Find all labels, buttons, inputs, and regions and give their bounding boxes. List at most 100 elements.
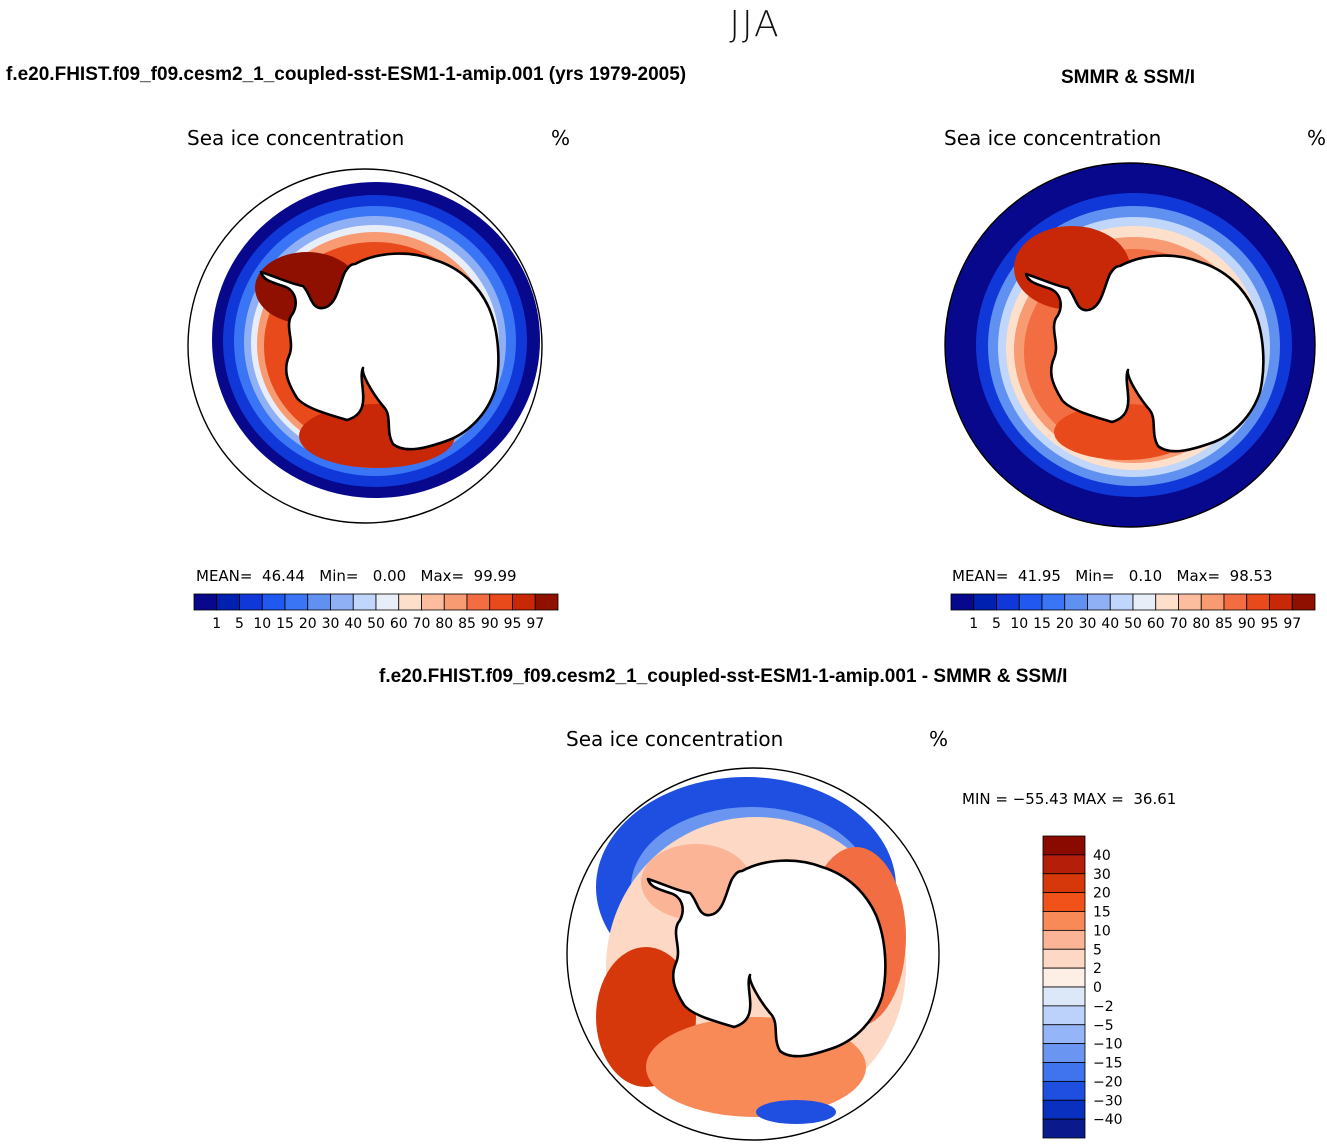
colorbar-box <box>1042 1024 1086 1045</box>
colorbar-tick-label: −30 <box>1093 1093 1123 1109</box>
figure-title: JJA <box>729 4 781 45</box>
colorbar-box <box>216 593 240 611</box>
colorbar-box <box>1223 593 1248 611</box>
obs-case-title: SMMR & SSM/I <box>1061 67 1196 88</box>
min-value: −55.43 <box>1012 790 1069 808</box>
colorbar-tick-label: 85 <box>458 616 476 632</box>
colorbar-box <box>398 593 422 611</box>
colorbar-box <box>1200 593 1225 611</box>
colorbar-box <box>973 593 997 611</box>
colorbar-box <box>1042 1118 1086 1139</box>
colorbar-box <box>1042 1080 1086 1101</box>
colorbar-tick-label: 95 <box>1261 616 1279 632</box>
colorbar-tick-label: 1 <box>969 616 978 632</box>
colorbar-box <box>1042 873 1086 894</box>
model-colorbar: 1 5 10 15 20 30 40 50 60 70 80 85 90 95 97 <box>193 593 559 632</box>
diff-var-title: Sea ice concentration <box>566 727 784 751</box>
colorbar-tick-label: 15 <box>1033 616 1051 632</box>
colorbar-tick-label: 40 <box>1101 616 1119 632</box>
colorbar-box <box>1132 593 1157 611</box>
colorbar-tick-label: 15 <box>276 616 294 632</box>
colorbar-tick-label: 50 <box>1124 616 1142 632</box>
obs-var-title: Sea ice concentration <box>944 126 1162 150</box>
mean-label: MEAN= <box>196 567 253 585</box>
colorbar-tick-label: 90 <box>481 616 499 632</box>
mean-value: 41.95 <box>1018 567 1061 585</box>
obs-map <box>944 162 1316 528</box>
diff-stats: MIN = −55.43 MAX = 36.61 <box>962 790 1176 808</box>
colorbar-box <box>1042 1062 1086 1082</box>
mean-label: MEAN= <box>952 567 1009 585</box>
colorbar-box <box>1041 593 1066 611</box>
min-label: Min= <box>319 567 359 585</box>
max-label: MAX = <box>1073 790 1124 808</box>
colorbar-tick-label: 95 <box>504 616 522 632</box>
colorbar-tick-label: 5 <box>1093 942 1102 958</box>
colorbar-tick-label: 20 <box>299 616 317 632</box>
colorbar-tick-label: 30 <box>1079 616 1097 632</box>
colorbar-tick-label: 70 <box>1170 616 1188 632</box>
mean-value: 46.44 <box>262 567 305 585</box>
antarctica-land <box>1024 254 1265 453</box>
min-value: 0.10 <box>1128 567 1163 585</box>
min-value: 0.00 <box>372 567 407 585</box>
colorbar-box <box>996 593 1020 611</box>
diff-map <box>566 767 940 1141</box>
colorbar-tick-label: 60 <box>390 616 408 632</box>
colorbar-box <box>239 593 263 611</box>
colorbar-tick-label: 0 <box>1093 980 1102 996</box>
colorbar-tick-label: −2 <box>1093 999 1114 1015</box>
colorbar-box <box>512 593 536 611</box>
colorbar-tick-label: 80 <box>1192 616 1210 632</box>
colorbar-tick-label: 2 <box>1093 961 1102 977</box>
colorbar-box <box>352 593 377 611</box>
colorbar-box <box>489 593 513 611</box>
colorbar-tick-label: 90 <box>1238 616 1256 632</box>
colorbar-tick-label: 20 <box>1056 616 1074 632</box>
obs-stats: MEAN= 41.95 Min= 0.10 Max= 98.53 <box>952 567 1273 585</box>
colorbar-box <box>375 593 400 611</box>
colorbar-tick-label: 10 <box>253 616 271 632</box>
colorbar-box <box>193 593 218 611</box>
colorbar-box <box>1246 593 1270 611</box>
colorbar-tick-label: 40 <box>1093 848 1111 864</box>
diff-neg-south <box>756 1100 836 1124</box>
max-value: 36.61 <box>1133 790 1177 808</box>
colorbar-box <box>950 593 975 611</box>
colorbar-box <box>1042 835 1086 856</box>
model-map <box>187 168 543 524</box>
colorbar-box <box>307 593 331 611</box>
colorbar-tick-label: 5 <box>992 616 1001 632</box>
colorbar-tick-label: 70 <box>413 616 431 632</box>
antarctica-land <box>646 859 887 1058</box>
model-var-title: Sea ice concentration <box>187 126 405 150</box>
colorbar-box <box>261 593 286 611</box>
colorbar-box <box>1042 948 1086 969</box>
map-boundary <box>566 767 940 1141</box>
colorbar-tick-label: −20 <box>1093 1074 1123 1090</box>
colorbar-tick-label: 1 <box>212 616 221 632</box>
colorbar-tick-label: −40 <box>1093 1112 1123 1128</box>
ice-core-weddell <box>1014 226 1130 310</box>
colorbar-box <box>1042 892 1086 912</box>
colorbar-tick-label: 15 <box>1093 905 1111 921</box>
colorbar-box <box>1042 929 1086 950</box>
colorbar-box <box>1178 593 1202 611</box>
colorbar-tick-label: 80 <box>435 616 453 632</box>
colorbar-tick-label: −15 <box>1093 1056 1123 1072</box>
colorbar-box <box>1042 967 1086 988</box>
min-label: Min= <box>1075 567 1115 585</box>
diff-units: % <box>929 727 949 751</box>
max-label: Max= <box>420 567 465 585</box>
colorbar-box <box>443 593 468 611</box>
model-case-title: f.e20.FHIST.f09_f09.cesm2_1_coupled-sst-… <box>6 64 687 85</box>
colorbar-box <box>1291 593 1316 611</box>
min-label: MIN = <box>962 790 1008 808</box>
colorbar-tick-label: 30 <box>322 616 340 632</box>
colorbar-tick-label: 97 <box>526 616 544 632</box>
colorbar-tick-label: 30 <box>1093 867 1111 883</box>
colorbar-box <box>284 593 309 611</box>
colorbar-box <box>1042 986 1086 1007</box>
colorbar-tick-label: 20 <box>1093 886 1111 902</box>
